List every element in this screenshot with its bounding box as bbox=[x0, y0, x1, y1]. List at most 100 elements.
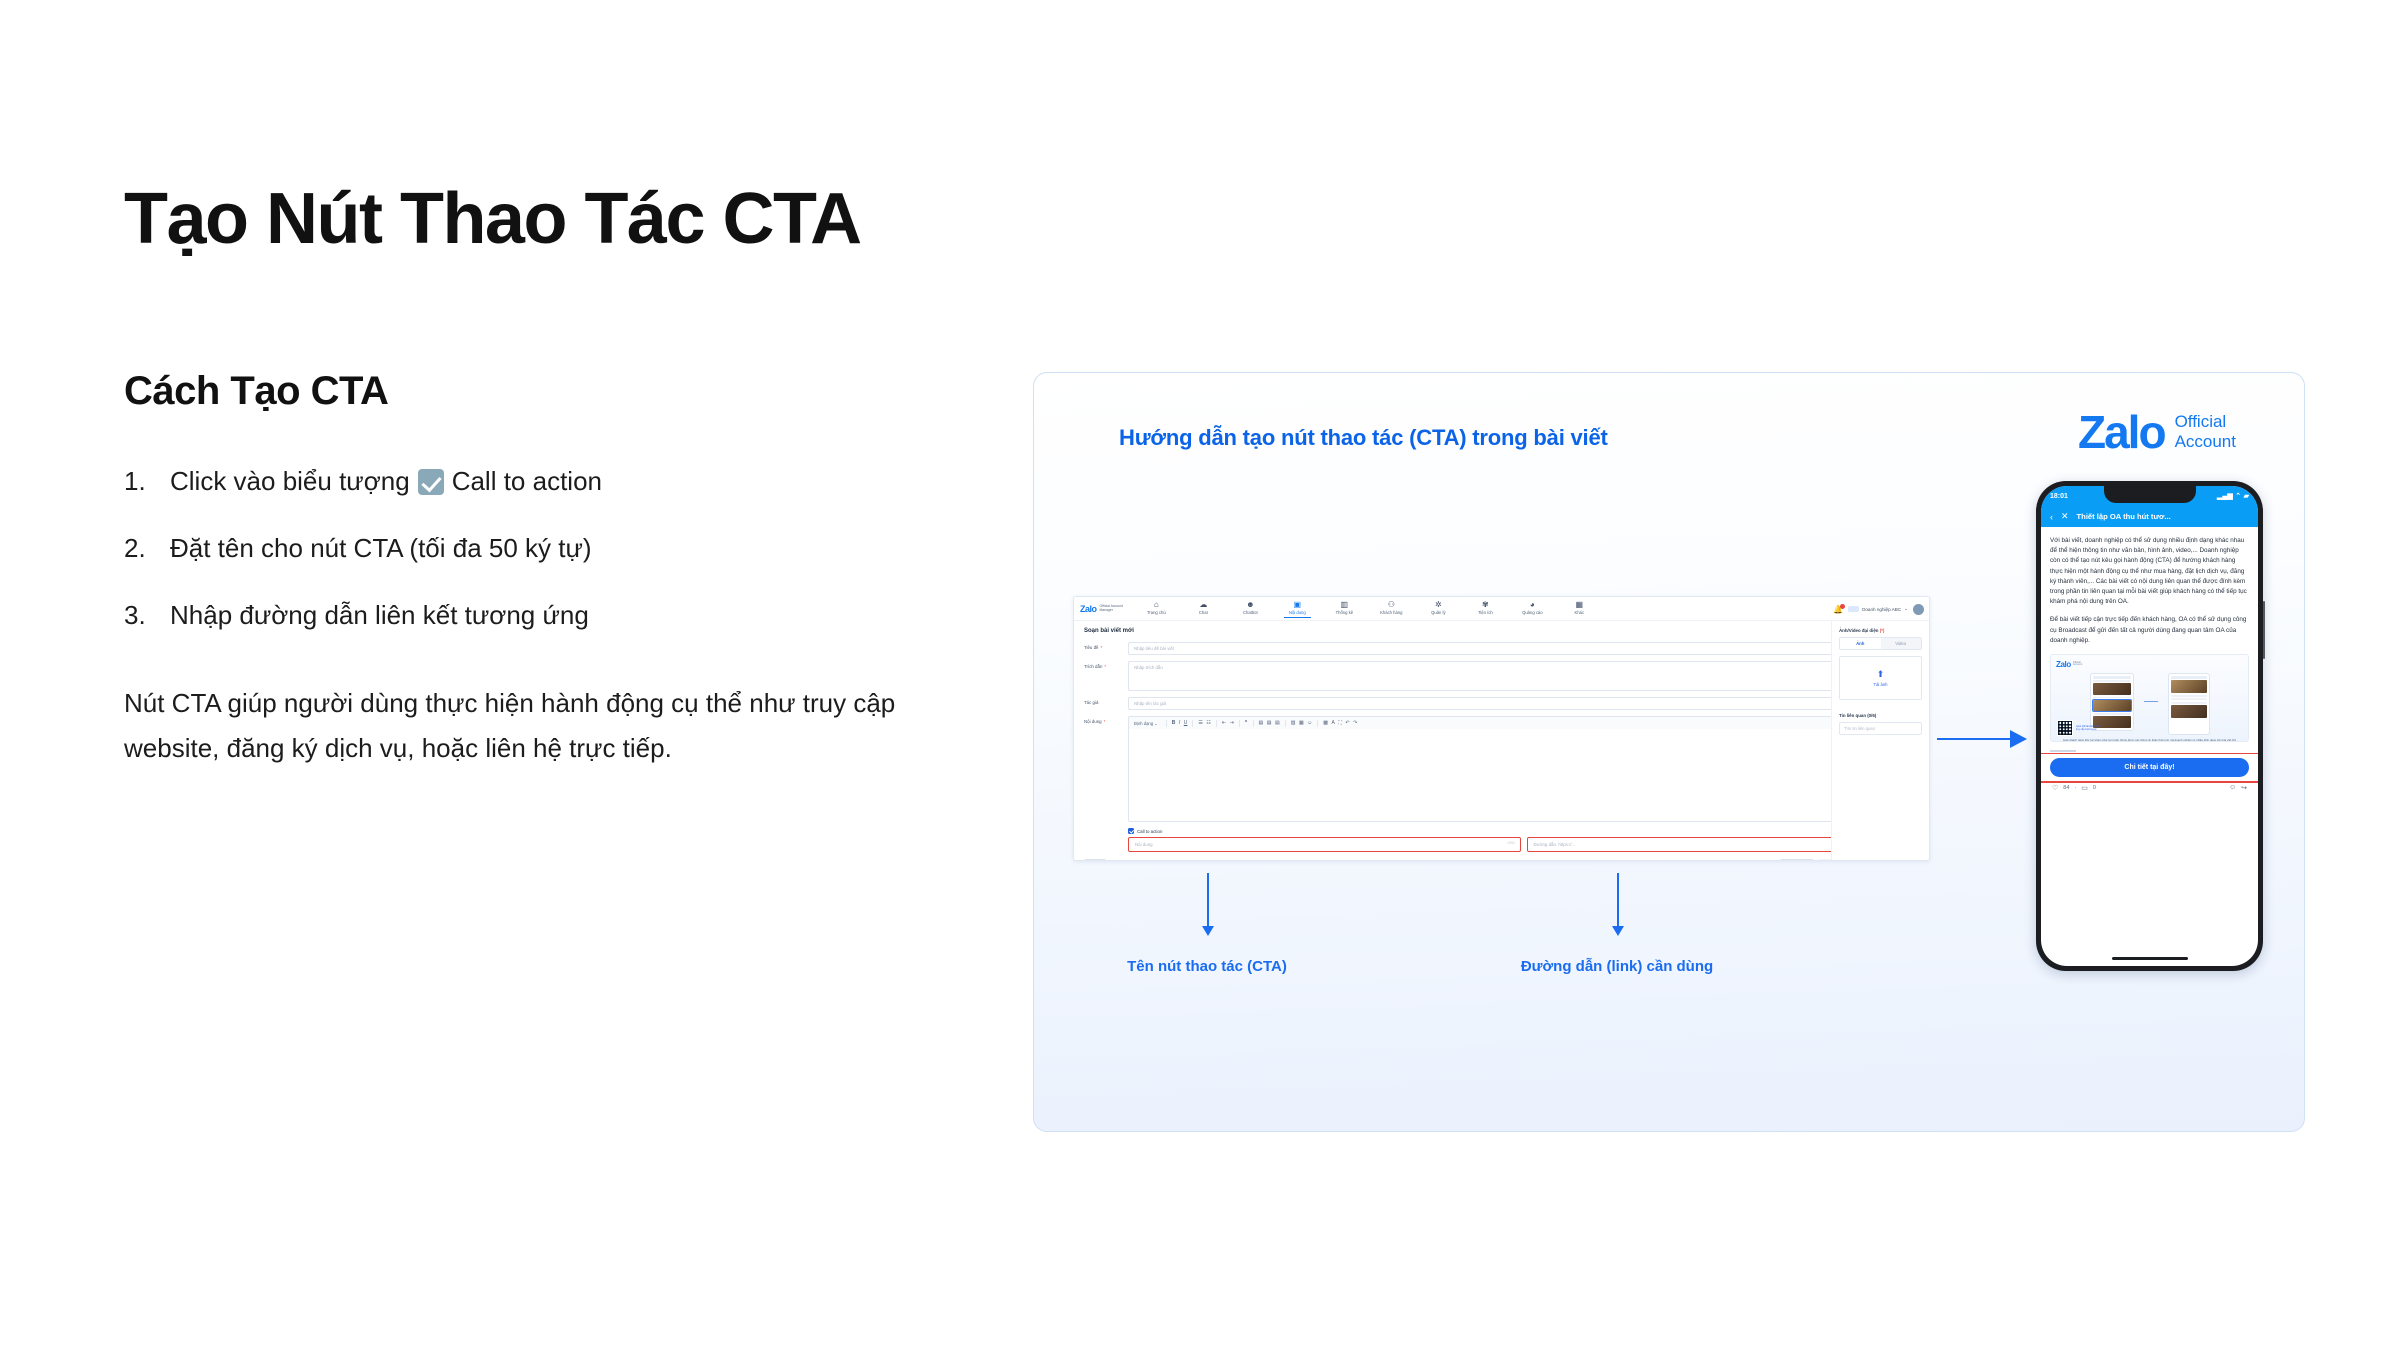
table-icon[interactable]: ▦ bbox=[1298, 720, 1304, 726]
redo-icon[interactable]: ↷ bbox=[1353, 720, 1358, 726]
list-item: 1. Click vào biểu tượng Call to action bbox=[124, 462, 964, 501]
fullscreen-icon[interactable]: ⛶ bbox=[1338, 720, 1342, 726]
step-text: Nhập đường dẫn liên kết tương ứng bbox=[170, 600, 589, 631]
ordered-list-icon[interactable]: ☰ bbox=[1198, 720, 1203, 726]
nav-label: Thống kê bbox=[1335, 610, 1354, 615]
excerpt-input[interactable]: Nhập trích dẫn bbox=[1128, 661, 1919, 691]
nav-item-chat[interactable]: ☁ Chat bbox=[1180, 600, 1227, 617]
utilities-icon: ✾ bbox=[1481, 600, 1489, 609]
back-icon[interactable]: ‹ bbox=[2050, 511, 2053, 522]
cta-name-counter: 0/50 bbox=[1507, 841, 1515, 845]
card-connector-line bbox=[2143, 700, 2158, 702]
comment-icon[interactable]: ▭ bbox=[2081, 784, 2088, 792]
field-trich-dan: Trích dẫn * Nhập trích dẫn bbox=[1084, 661, 1919, 691]
indent-icon[interactable]: ⇥ bbox=[1229, 720, 1234, 726]
white-check-mark-emoji-icon bbox=[417, 468, 444, 495]
bold-icon[interactable]: B bbox=[1171, 720, 1176, 726]
field-tac-gia: Tác giả Nhập tên tác giả0/50 bbox=[1084, 697, 1919, 710]
mini-bar bbox=[2092, 675, 2131, 679]
title-input[interactable]: Nhập tiêu đề bài viết bbox=[1128, 642, 1919, 655]
reaction-icon[interactable]: ☺ bbox=[2228, 784, 2237, 792]
highlight-line-top bbox=[2041, 752, 2258, 755]
related-news-search-input[interactable]: Tìm tin liên quan bbox=[1839, 722, 1922, 735]
caption-cta-name: Tên nút thao tác (CTA) bbox=[1127, 958, 1287, 975]
image-icon[interactable]: ▨ bbox=[1290, 720, 1296, 726]
list-item: 2. Đặt tên cho nút CTA (tối đa 50 ký tự) bbox=[124, 529, 964, 568]
card-logo-sub: Official Account bbox=[2072, 660, 2083, 667]
nav-label: Quảng cáo bbox=[1522, 610, 1543, 615]
nav-label: Chat bbox=[1198, 610, 1208, 615]
phone-screen: 18:01 ▂▄▆ ⌃ ▰ ‹ ✕ Thiết lập OA thu hút t… bbox=[2041, 486, 2258, 966]
underline-icon[interactable]: U bbox=[1183, 720, 1188, 726]
account-chip-icon bbox=[1848, 606, 1860, 612]
nav-label: Chatbot bbox=[1242, 610, 1258, 615]
avatar[interactable] bbox=[1913, 603, 1924, 615]
undo-icon[interactable]: ↶ bbox=[1345, 720, 1350, 726]
close-icon[interactable]: ✕ bbox=[2061, 511, 2069, 521]
phone-notch bbox=[2103, 486, 2196, 503]
app-logo-sub1: Official Account bbox=[1099, 603, 1123, 608]
align-right-icon[interactable]: ▤ bbox=[1274, 720, 1280, 726]
nav-item-trang-chu[interactable]: ⌂ Trang chủ bbox=[1133, 600, 1180, 617]
video-icon[interactable]: ▩ bbox=[1323, 720, 1329, 726]
outdent-icon[interactable]: ⇤ bbox=[1221, 720, 1227, 726]
cancel-button[interactable]: Hủy bbox=[1084, 859, 1106, 860]
nav-item-noi-dung[interactable]: ▣ Nội dung bbox=[1274, 600, 1321, 618]
zalo-official-account-logo: Zalo Official Account bbox=[2078, 409, 2236, 455]
format-dropdown[interactable]: Định dạng ⌄ bbox=[1134, 720, 1158, 726]
infographic-header: Hướng dẫn tạo nút thao tác (CTA) trong b… bbox=[1034, 409, 2304, 495]
toolbar-divider bbox=[1252, 719, 1254, 727]
quote-icon[interactable]: ❞ bbox=[1244, 720, 1248, 726]
emoji-icon[interactable]: ☺ bbox=[1307, 720, 1313, 726]
zalo-logo-line2: Account bbox=[2174, 432, 2236, 451]
upload-dropzone[interactable]: ⬆ Tải ảnh bbox=[1839, 656, 1922, 700]
mini-text-line bbox=[2092, 680, 2131, 682]
nav-right-cluster: 🔔 Doanh nghiệp ABC ⌄ bbox=[1833, 597, 1924, 621]
app-logo[interactable]: Zalo Official Account Manager bbox=[1080, 604, 1123, 614]
author-placeholder: Nhập tên tác giả bbox=[1134, 701, 1166, 706]
app-logo-word: Zalo bbox=[1080, 603, 1097, 614]
mini-image-highlighted bbox=[2091, 698, 2132, 713]
account-switcher[interactable]: Doanh nghiệp ABC ⌄ bbox=[1848, 606, 1908, 612]
nav-label: Tiện ích bbox=[1477, 610, 1493, 615]
preview-button[interactable]: Xem trước bbox=[1779, 859, 1815, 860]
step-number: 1. bbox=[124, 466, 146, 497]
step-text-before: Click vào biểu tượng bbox=[170, 466, 410, 497]
align-center-icon[interactable]: ▤ bbox=[1266, 720, 1272, 726]
notification-bell-icon[interactable]: 🔔 bbox=[1833, 603, 1846, 614]
section-heading: Cách Tạo CTA bbox=[124, 369, 389, 414]
phone-cta-wrap: Chi tiết tại đây! bbox=[2041, 752, 2258, 783]
nav-item-khac[interactable]: ▦ Khác bbox=[1556, 600, 1603, 617]
nav-item-tien-ich[interactable]: ✾ Tiện ích bbox=[1462, 600, 1509, 617]
align-left-icon[interactable]: ▤ bbox=[1258, 720, 1264, 726]
toolbar-divider bbox=[1284, 719, 1286, 727]
steps-list: 1. Click vào biểu tượng Call to action 2… bbox=[124, 462, 964, 635]
cta-name-input[interactable]: Nội dung 0/50 bbox=[1128, 837, 1521, 852]
field-label: Tác giả bbox=[1084, 700, 1099, 705]
content-editor[interactable] bbox=[1128, 729, 1919, 822]
mini-image bbox=[2170, 680, 2207, 694]
share-icon[interactable]: ↪ bbox=[2241, 784, 2247, 792]
field-noi-dung: Nội dung * Định dạng ⌄ B I U ☰ ☷ ⇤ bbox=[1084, 716, 1919, 822]
card-caption: Giúp khách hàng tiếp tục khám phá và tru… bbox=[2062, 737, 2237, 742]
cta-link-input[interactable]: Đường dẫn. https://... bbox=[1526, 837, 1919, 852]
text-color-icon[interactable]: A bbox=[1331, 720, 1335, 726]
nav-item-chatbot[interactable]: ☻ Chatbot bbox=[1227, 600, 1274, 617]
nav-item-quan-ly[interactable]: ✲ Quản lý bbox=[1415, 600, 1462, 617]
italic-icon[interactable]: I bbox=[1178, 720, 1181, 726]
phone-mockup: 18:01 ▂▄▆ ⌃ ▰ ‹ ✕ Thiết lập OA thu hút t… bbox=[2036, 481, 2265, 971]
nav-item-khach-hang[interactable]: ⚇ Khách hàng bbox=[1368, 600, 1415, 617]
cta-checkbox[interactable] bbox=[1128, 828, 1134, 834]
zalo-logo-line1: Official bbox=[2174, 412, 2227, 432]
phone-cta-button[interactable]: Chi tiết tại đây! bbox=[2050, 757, 2249, 777]
tab-video[interactable]: Video bbox=[1880, 638, 1921, 649]
nav-item-quang-cao[interactable]: ◕ Quảng cáo bbox=[1509, 600, 1556, 617]
tab-anh[interactable]: Ảnh bbox=[1840, 638, 1881, 649]
infographic-title: Hướng dẫn tạo nút thao tác (CTA) trong b… bbox=[1119, 425, 1608, 450]
cta-checkbox-row[interactable]: Call to action bbox=[1128, 828, 1919, 834]
bullet-list-icon[interactable]: ☷ bbox=[1206, 720, 1211, 726]
nav-item-thong-ke[interactable]: ▥ Thống kê bbox=[1321, 600, 1368, 617]
mini-image bbox=[2092, 716, 2131, 728]
author-input[interactable]: Nhập tên tác giả0/50 bbox=[1128, 697, 1919, 710]
heart-icon[interactable]: ♡ bbox=[2052, 784, 2059, 792]
